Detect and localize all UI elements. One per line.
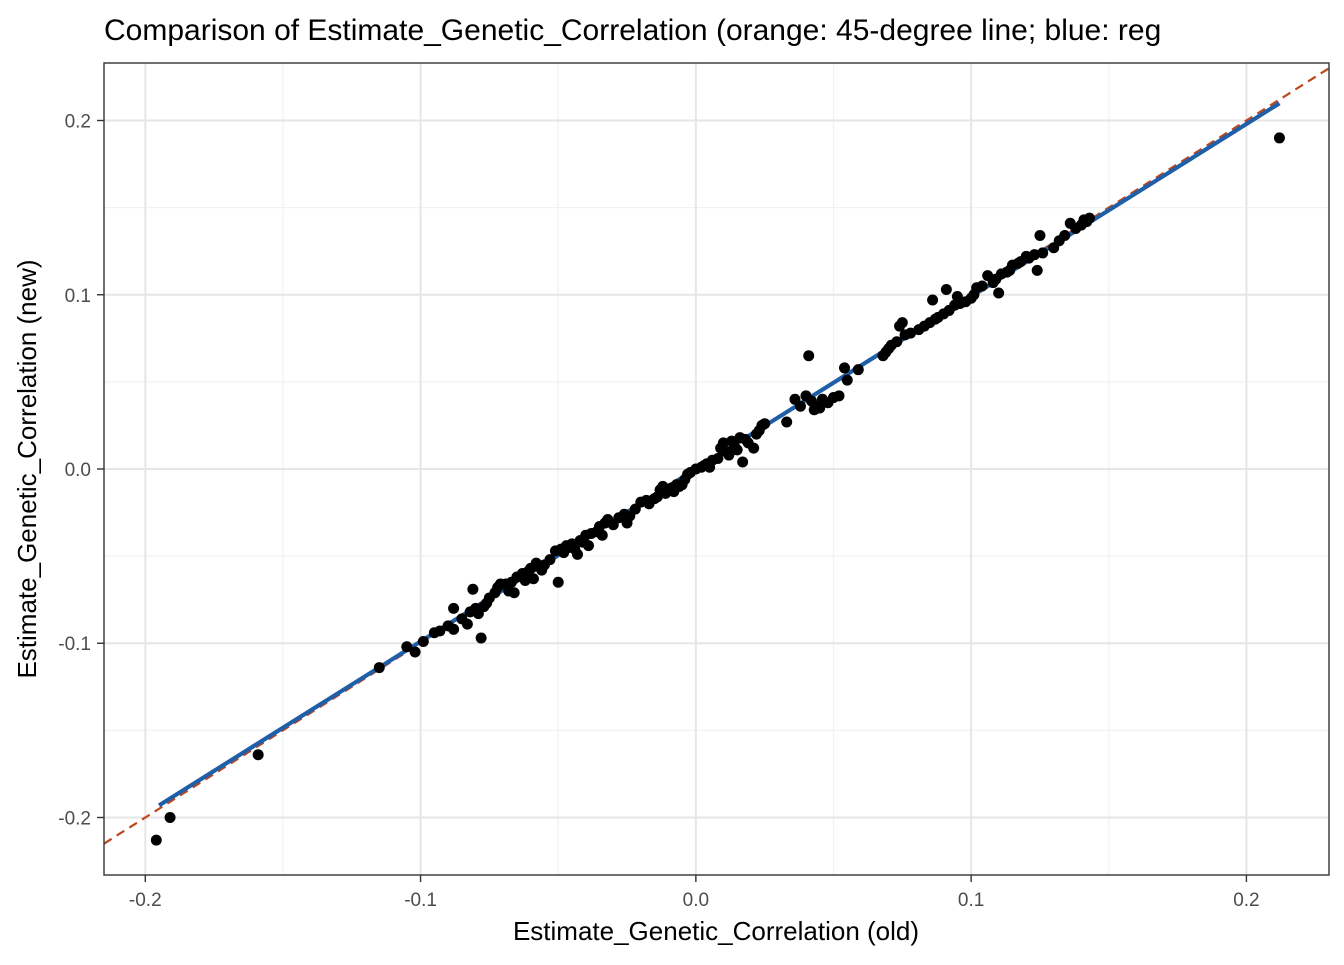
data-point [852,364,864,376]
data-point [841,374,853,386]
data-point [571,548,583,560]
data-point [461,618,473,630]
points-layer [150,132,1285,846]
y-tick-label: -0.2 [58,808,91,829]
data-point [781,416,793,428]
data-point [519,575,531,587]
data-point [1031,264,1043,276]
data-point [434,625,446,637]
y-tick-label: 0.2 [65,112,91,133]
data-point [401,641,413,653]
data-point [976,280,988,292]
data-point [814,402,826,414]
data-point [252,749,264,761]
y-tick-label: 0.0 [65,460,91,481]
x-axis-label: Estimate_Genetic_Correlation (old) [513,916,919,946]
x-tick-label: 0.0 [683,890,709,911]
data-point [993,287,1005,299]
data-point [1084,212,1096,224]
data-point [737,456,749,468]
data-point [803,350,815,362]
data-point [748,442,760,454]
data-point [552,576,564,588]
x-tick-label: -0.2 [129,890,162,911]
y-tick-label: 0.1 [65,286,91,307]
x-tick-label: 0.1 [958,890,984,911]
data-point [927,294,939,306]
x-tick-label: -0.1 [404,890,437,911]
data-point [794,400,806,412]
data-point [527,573,539,585]
chart-title: Comparison of Estimate_Genetic_Correlati… [104,14,1161,47]
data-point [1059,230,1071,242]
data-point [712,453,724,465]
data-point [448,623,460,635]
data-point [896,317,908,329]
data-point [467,583,479,595]
x-axis: -0.2 -0.1 0.0 0.1 0.2 [129,875,1260,911]
data-point [1028,249,1040,261]
data-point [905,327,917,339]
data-point [417,636,429,648]
data-point [164,811,176,823]
data-point [448,602,460,614]
data-point [544,554,556,566]
data-point [582,540,594,552]
data-point [1034,230,1046,242]
data-point [1273,132,1285,144]
y-tick-label: -0.1 [58,634,91,655]
data-point [373,662,385,674]
data-point [596,529,608,541]
data-point [409,646,421,658]
x-tick-label: 0.2 [1233,890,1259,911]
data-point [475,632,487,644]
grid [104,63,1329,875]
data-point [1037,247,1049,259]
data-point [731,444,743,456]
data-point [940,284,952,296]
data-point [833,390,845,402]
data-point [891,336,903,348]
data-point [508,587,520,599]
y-axis-label: Estimate_Genetic_Correlation (new) [12,259,42,678]
y-axis: -0.2 -0.1 0.0 0.1 0.2 [58,112,104,829]
data-point [839,362,851,374]
data-point [150,834,162,846]
data-point [759,418,771,430]
data-point [723,449,735,461]
data-point [717,437,729,449]
